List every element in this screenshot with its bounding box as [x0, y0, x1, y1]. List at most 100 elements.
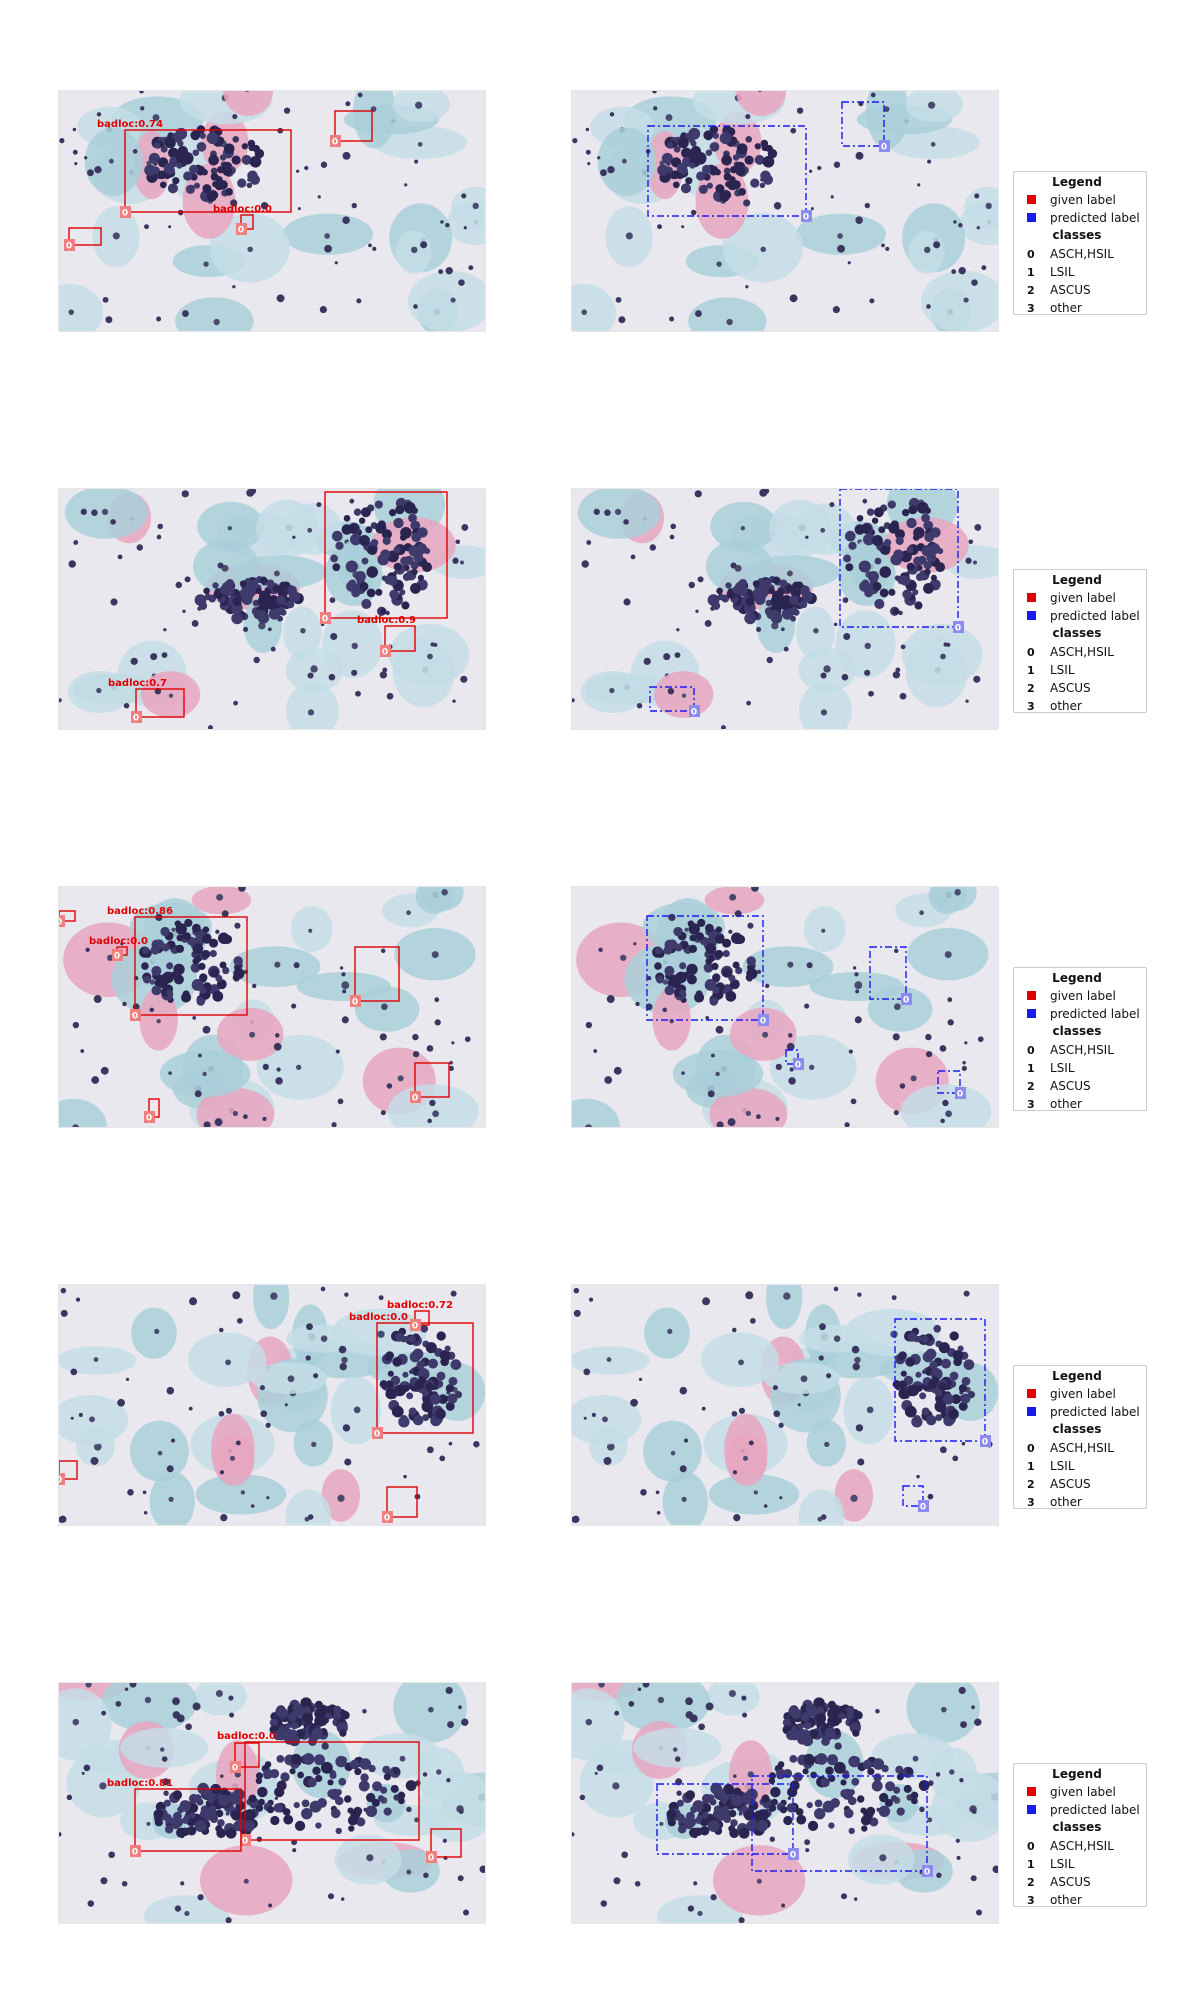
badloc-label: badloc:0.9: [357, 615, 416, 626]
class-badge: 0: [918, 1500, 929, 1513]
class-id: 3: [1027, 1894, 1035, 1907]
class-name: other: [1050, 1495, 1082, 1509]
legend-title: Legend: [1052, 1369, 1102, 1383]
legend-given: given label: [1027, 192, 1116, 208]
class-badge: 0: [144, 1111, 155, 1124]
svg-text:0: 0: [133, 714, 139, 724]
badloc-label: badloc:0.7: [108, 678, 167, 689]
predicted-box: [839, 489, 959, 628]
blue-square-icon: [1027, 1805, 1036, 1814]
legend-box: Legend given label predicted label classes 0…: [1013, 569, 1147, 713]
legend-title: Legend: [1052, 573, 1102, 587]
class-badge: 0: [59, 1473, 65, 1486]
svg-text:0: 0: [384, 1514, 390, 1524]
legend-given: given label: [1027, 988, 1116, 1004]
given-box: [334, 110, 373, 142]
badloc-label: badloc:0.86: [107, 906, 173, 917]
class-badge: 0: [64, 239, 75, 252]
svg-text:0: 0: [146, 1114, 152, 1124]
legend-title: Legend: [1052, 175, 1102, 189]
class-badge: 0: [689, 705, 700, 718]
class-badge: 0: [131, 711, 142, 724]
class-name: ASCH,HSIL: [1050, 645, 1114, 659]
legend-class-row: 3 other: [1027, 1892, 1082, 1908]
predicted-box: [649, 686, 695, 712]
svg-text:0: 0: [332, 138, 338, 148]
legend-predicted-label: predicted label: [1050, 1803, 1140, 1817]
legend-class-row: 0 ASCH,HSIL: [1027, 1440, 1114, 1456]
svg-text:0: 0: [238, 226, 244, 236]
given-box: [59, 1460, 78, 1480]
class-badge: 0: [330, 135, 341, 148]
legend-class-row: 1 LSIL: [1027, 1060, 1075, 1076]
class-badge: 0: [953, 621, 964, 634]
classes-title: classes: [1052, 1422, 1102, 1436]
blue-square-icon: [1027, 1407, 1036, 1416]
svg-text:0: 0: [59, 918, 62, 928]
class-id: 0: [1027, 1442, 1035, 1455]
blue-square-icon: [1027, 1009, 1036, 1018]
legend-predicted: predicted label: [1027, 608, 1140, 624]
svg-text:0: 0: [382, 648, 388, 658]
given-box: [244, 1741, 420, 1841]
legend-class-row: 3 other: [1027, 1096, 1082, 1112]
svg-text:0: 0: [59, 1476, 62, 1486]
svg-text:0: 0: [412, 1094, 418, 1104]
given-box: [354, 946, 400, 1002]
class-name: ASCUS: [1050, 1079, 1091, 1093]
class-name: LSIL: [1050, 1459, 1075, 1473]
given-box: [324, 491, 448, 619]
svg-text:0: 0: [352, 998, 358, 1008]
badloc-label: badloc:0.0: [217, 1731, 276, 1742]
cytology-image-3: 0 0 0 0: [572, 887, 998, 1127]
svg-text:0: 0: [132, 1848, 138, 1858]
given-panel-4: 0 badloc:0.0 0 badloc:0.72 0 0: [58, 1284, 486, 1526]
svg-text:0: 0: [122, 209, 128, 219]
blue-square-icon: [1027, 611, 1036, 620]
given-box: [386, 1486, 418, 1518]
legend-predicted: predicted label: [1027, 1006, 1140, 1022]
legend-predicted-label: predicted label: [1050, 211, 1140, 225]
given-panel-2: 0 badloc:0.9 0 badloc:0.9 0 badloc:0.7: [58, 488, 486, 730]
badloc-label: badloc:0.81: [107, 1778, 173, 1789]
class-badge: 0: [758, 1014, 769, 1027]
predicted-box: [646, 915, 764, 1021]
class-name: ASCUS: [1050, 283, 1091, 297]
svg-text:0: 0: [790, 1851, 796, 1861]
class-id: 0: [1027, 646, 1035, 659]
red-square-icon: [1027, 1389, 1036, 1398]
cytology-image-5: 0 badloc:0.0 0 badloc:0.81 0 0: [59, 1683, 485, 1923]
badloc-label: badloc:0.0: [89, 936, 148, 947]
predicted-box: [656, 1783, 794, 1855]
given-box: [68, 227, 102, 246]
legend-predicted: predicted label: [1027, 210, 1140, 226]
svg-text:0: 0: [428, 1854, 434, 1864]
legend-class-row: 0 ASCH,HSIL: [1027, 644, 1114, 660]
class-name: ASCH,HSIL: [1050, 1043, 1114, 1057]
svg-text:0: 0: [957, 1090, 963, 1100]
given-box: [124, 129, 292, 213]
legend-title: Legend: [1052, 1767, 1102, 1781]
class-badge: 0: [793, 1058, 804, 1071]
svg-text:0: 0: [955, 624, 961, 634]
class-name: other: [1050, 1893, 1082, 1907]
class-badge: 0: [230, 1761, 241, 1774]
legend-class-row: 1 LSIL: [1027, 1856, 1075, 1872]
legend-given: given label: [1027, 1784, 1116, 1800]
class-badge: 0: [59, 915, 65, 928]
class-badge: 0: [901, 993, 912, 1006]
class-id: 3: [1027, 302, 1035, 315]
cytology-image-3: 0 0 badloc:0.0 0 badloc:0.86 0 0 0: [59, 887, 485, 1127]
legend-class-row: 2 ASCUS: [1027, 1078, 1091, 1094]
class-id: 3: [1027, 1496, 1035, 1509]
given-box: [384, 625, 416, 652]
given-box: [234, 1742, 260, 1768]
class-name: ASCUS: [1050, 1477, 1091, 1491]
blue-square-icon: [1027, 213, 1036, 222]
svg-text:0: 0: [412, 1322, 418, 1332]
badloc-label: badloc:0.74: [97, 119, 163, 130]
badloc-label: badloc:0.72: [387, 1300, 453, 1311]
legend-given-label: given label: [1050, 1785, 1116, 1799]
